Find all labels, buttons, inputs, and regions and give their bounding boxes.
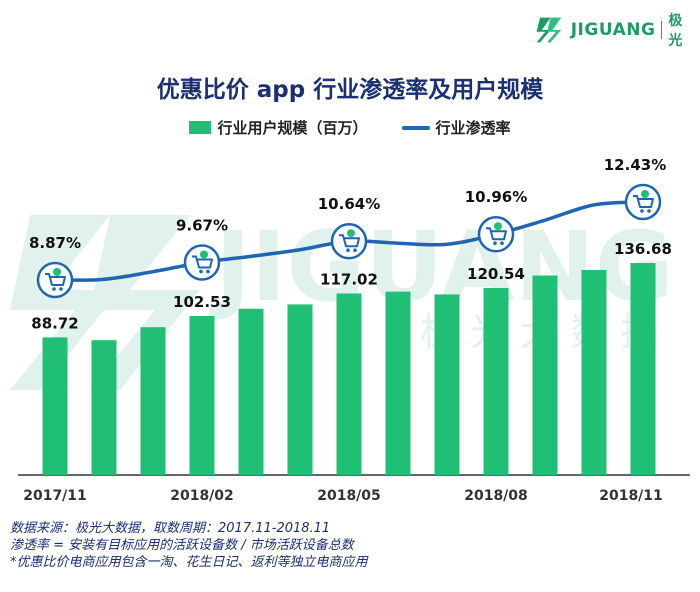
- bar-2018/09: [532, 275, 558, 475]
- bar-2018/05: [336, 293, 362, 475]
- legend-line-swatch: [401, 125, 430, 130]
- chart-notes: 数据来源：极光大数据，取数周期：2017.11-2018.11 渗透率 = 安装…: [10, 520, 368, 571]
- line-labels: 8.87% 9.67% 10.64% 10.96% 12.43%: [29, 156, 666, 252]
- x-tick-2018/08: 2018/08: [464, 488, 528, 504]
- line-label-2018/11: 12.43%: [604, 156, 666, 174]
- chart-legend: 行业用户规模（百万） 行业渗透率: [0, 117, 700, 138]
- legend-label-penetration: 行业渗透率: [435, 119, 511, 137]
- watermark-logo-icon: [10, 215, 200, 390]
- bar-2018/08: [483, 288, 509, 475]
- bar-label-2018/05: 117.02: [320, 270, 378, 288]
- bar-series: 88.72 102.53 117.02 120.54 136.68: [31, 240, 672, 475]
- chart-title: 优惠比价 app 行业渗透率及用户规模: [156, 77, 544, 103]
- jiguang-logo: JIGUANG 极光: [533, 10, 693, 50]
- jiguang-logo-icon: [536, 17, 562, 43]
- cart-marker-icon: [477, 215, 515, 253]
- cart-marker-icon: [36, 261, 74, 299]
- cart-marker-icon: [183, 244, 221, 281]
- line-label-2017/11: 8.87%: [29, 234, 81, 252]
- line-label-2018/02: 9.67%: [176, 216, 228, 234]
- bar-2018/03: [238, 308, 264, 475]
- bar-label-2018/02: 102.53: [173, 293, 231, 311]
- x-tick-labels: 2017/11 2018/02 2018/05 2018/08 2018/11: [23, 488, 663, 504]
- cart-marker-icon: [624, 183, 662, 221]
- bar-2017/12: [91, 340, 117, 475]
- legend-item-users: 行业用户规模（百万）: [189, 117, 368, 138]
- x-tick-2018/11: 2018/11: [599, 488, 663, 504]
- legend-bar-swatch: [189, 121, 212, 134]
- bar-label-2017/11: 88.72: [31, 314, 78, 332]
- bar-2017/11: [42, 337, 68, 475]
- legend-label-users: 行业用户规模（百万）: [217, 119, 368, 137]
- line-label-2018/05: 10.64%: [318, 195, 380, 213]
- note-source: 数据来源：极光大数据，取数周期：2017.11-2018.11: [10, 521, 331, 536]
- bar-2018/10: [581, 269, 607, 475]
- bar-2018/01: [140, 327, 166, 475]
- line-label-2018/08: 10.96%: [465, 188, 527, 206]
- bar-2018/06: [385, 291, 411, 475]
- bar-label-2018/11: 136.68: [614, 240, 672, 258]
- logo-separator: [661, 21, 663, 39]
- cart-marker-icon: [330, 222, 368, 260]
- note-scope: *优惠比价电商应用包含一淘、花生日记、返利等独立电商应用: [10, 555, 368, 570]
- legend-item-penetration: 行业渗透率: [401, 117, 511, 138]
- note-definition: 渗透率 = 安装有目标应用的活跃设备数 / 市场活跃设备总数: [10, 538, 354, 553]
- x-tick-2018/02: 2018/02: [170, 488, 234, 504]
- x-tick-2017/11: 2017/11: [23, 488, 87, 504]
- logo-chinese-name: 极光: [668, 13, 683, 49]
- bar-2018/02: [189, 315, 215, 475]
- bar-label-2018/08: 120.54: [467, 265, 525, 283]
- logo-wordmark: JIGUANG: [570, 20, 656, 40]
- x-tick-2018/05: 2018/05: [317, 488, 381, 504]
- bar-2018/04: [287, 304, 313, 475]
- bar-2018/07: [434, 294, 460, 475]
- bar-2018/11: [630, 263, 656, 475]
- line-markers: [36, 183, 662, 299]
